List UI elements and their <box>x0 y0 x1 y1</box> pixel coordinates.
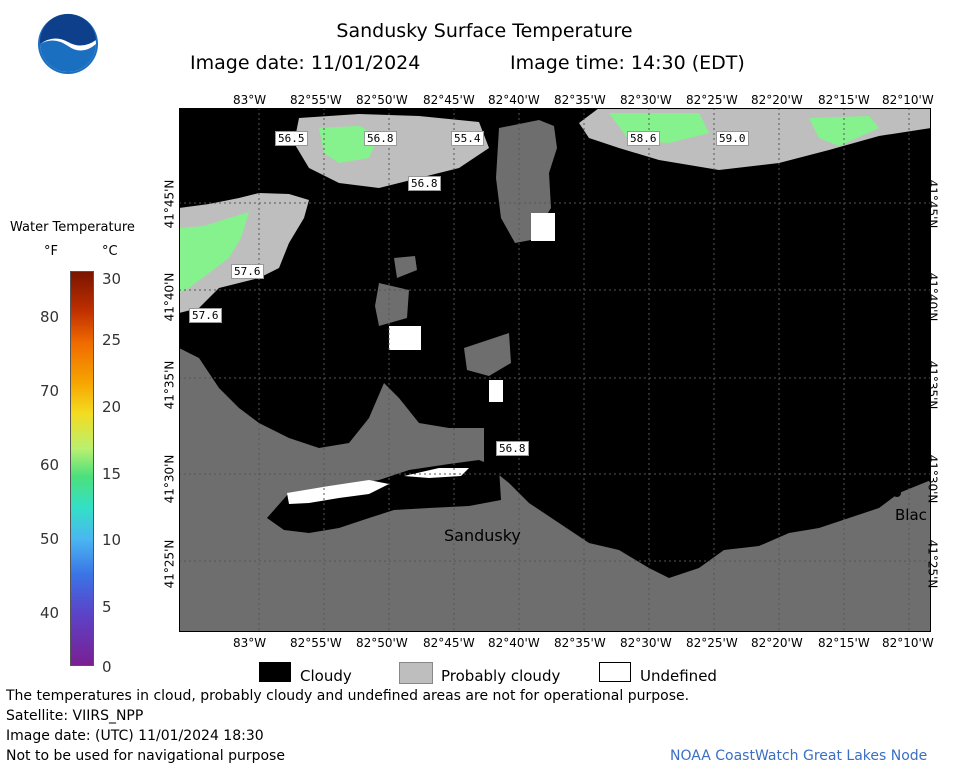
legend-title: Water Temperature <box>10 220 135 235</box>
c-tick-10: 10 <box>102 531 122 549</box>
legend-unit-c: °C <box>102 244 118 259</box>
lon-tick-bottom: 82°50'W <box>356 636 408 650</box>
temp-label: 57.6 <box>231 264 264 279</box>
warm-water-west <box>179 212 249 293</box>
image-date-label: Image date: 11/01/2024 <box>190 52 421 74</box>
temp-label: 58.6 <box>627 131 660 146</box>
c-tick-5: 5 <box>102 598 112 616</box>
lon-tick-top: 83°W <box>233 93 267 107</box>
lon-tick-bottom: 82°15'W <box>818 636 870 650</box>
f-tick-40: 40 <box>40 604 60 622</box>
lat-tick-left: 41°25'N <box>162 539 177 589</box>
credit-text: NOAA CoastWatch Great Lakes Node <box>670 748 928 764</box>
lat-tick-right: 41°45'N <box>925 179 940 229</box>
c-tick-15: 15 <box>102 465 122 483</box>
temp-label: 56.8 <box>496 441 529 456</box>
lon-tick-bottom: 82°20'W <box>751 636 803 650</box>
land-area <box>179 348 931 632</box>
lat-tick-right: 41°25'N <box>925 539 940 589</box>
lon-tick-bottom: 82°30'W <box>620 636 672 650</box>
island-kelleys <box>496 120 557 243</box>
lon-tick-bottom: 82°55'W <box>290 636 342 650</box>
noaa-logo: NOAA <box>38 13 98 74</box>
lat-tick-left: 41°45'N <box>162 179 177 229</box>
image-time-label: Image time: 14:30 (EDT) <box>510 52 745 74</box>
lat-tick-left: 41°35'N <box>162 360 177 410</box>
color-scale-bar <box>70 271 94 666</box>
lat-tick-right: 41°35'N <box>925 360 940 410</box>
place-label-blac: Blac <box>895 506 927 524</box>
c-tick-30: 30 <box>102 270 122 288</box>
temp-label: 56.8 <box>408 176 441 191</box>
probably-cloudy-label: Probably cloudy <box>441 667 561 685</box>
c-tick-25: 25 <box>102 331 122 349</box>
temp-label: 56.5 <box>275 131 308 146</box>
f-tick-50: 50 <box>40 530 60 548</box>
lon-tick-top: 82°35'W <box>554 93 606 107</box>
island-catawba <box>464 333 511 376</box>
satellite-text: Satellite: VIIRS_NPP <box>6 708 144 724</box>
temp-label: 56.8 <box>364 131 397 146</box>
legend-unit-f: °F <box>44 244 58 259</box>
lon-tick-top: 82°50'W <box>356 93 408 107</box>
place-label-sandusky: Sandusky <box>444 526 521 545</box>
svg-text:NOAA: NOAA <box>56 27 80 36</box>
c-tick-20: 20 <box>102 398 122 416</box>
c-tick-0: 0 <box>102 658 112 676</box>
undefined-swatch <box>599 662 631 682</box>
f-tick-80: 80 <box>40 308 60 326</box>
lon-tick-bottom: 82°40'W <box>488 636 540 650</box>
lat-tick-left: 41°30'N <box>162 454 177 504</box>
cloudy-swatch <box>259 662 291 682</box>
undefined-area <box>287 480 389 504</box>
probably-cloudy-swatch <box>399 662 433 684</box>
probably-cloudy-area <box>179 193 309 313</box>
navigation-note: Not to be used for navigational purpose <box>6 748 285 764</box>
island-south-bass <box>375 283 409 326</box>
disclaimer-text: The temperatures in cloud, probably clou… <box>6 688 690 704</box>
lon-tick-top: 82°20'W <box>751 93 803 107</box>
temp-label: 59.0 <box>716 131 749 146</box>
lon-tick-bottom: 82°35'W <box>554 636 606 650</box>
sandusky-bay <box>267 460 501 533</box>
temp-label: 57.6 <box>189 308 222 323</box>
cloudy-label: Cloudy <box>300 667 352 685</box>
lat-tick-left: 41°40'N <box>162 272 177 322</box>
lon-tick-top: 82°15'W <box>818 93 870 107</box>
lon-tick-bottom: 82°25'W <box>686 636 738 650</box>
f-tick-60: 60 <box>40 456 60 474</box>
undefined-label: Undefined <box>640 667 717 685</box>
lon-tick-top: 82°45'W <box>423 93 475 107</box>
lon-tick-bottom: 82°45'W <box>423 636 475 650</box>
temp-label: 55.4 <box>451 131 484 146</box>
lon-tick-top: 82°55'W <box>290 93 342 107</box>
lon-tick-bottom: 82°10'W <box>882 636 934 650</box>
lat-tick-right: 41°40'N <box>925 272 940 322</box>
lon-tick-bottom: 83°W <box>233 636 267 650</box>
lon-tick-top: 82°25'W <box>686 93 738 107</box>
lon-tick-top: 82°40'W <box>488 93 540 107</box>
lon-tick-top: 82°10'W <box>882 93 934 107</box>
page-title: Sandusky Surface Temperature <box>336 20 633 42</box>
f-tick-70: 70 <box>40 382 60 400</box>
utc-date-text: Image date: (UTC) 11/01/2024 18:30 <box>6 728 264 744</box>
temperature-map <box>179 108 931 632</box>
lat-tick-right: 41°30'N <box>925 454 940 504</box>
lon-tick-top: 82°30'W <box>620 93 672 107</box>
city-marker <box>893 489 901 497</box>
